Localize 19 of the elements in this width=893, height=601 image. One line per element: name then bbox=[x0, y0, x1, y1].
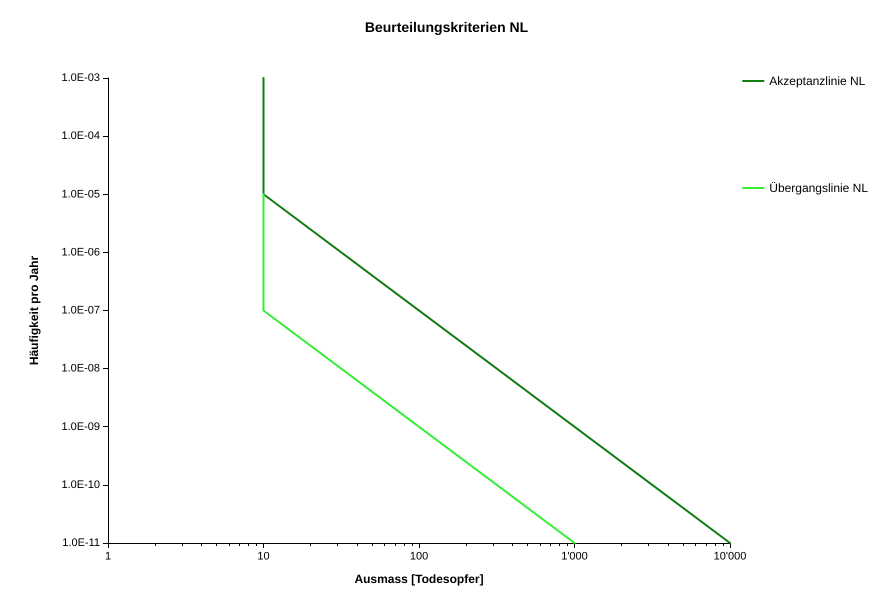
x-tick-label: 10'000 bbox=[714, 550, 746, 562]
x-tick-label: 10 bbox=[257, 550, 270, 562]
x-tick-label: 100 bbox=[410, 550, 428, 562]
y-tick-label: 1.0E-08 bbox=[61, 362, 100, 375]
y-tick-label: 1.0E-11 bbox=[62, 537, 100, 549]
legend-label: Übergangslinie NL bbox=[769, 181, 868, 195]
y-axis-title: Häufigkeit pro Jahr bbox=[27, 255, 41, 366]
x-tick-label: 1 bbox=[104, 550, 112, 562]
x-axis-title: Ausmass [Todesopfer] bbox=[354, 572, 484, 586]
y-tick-label: 1.0E-06 bbox=[61, 246, 100, 258]
y-tick-label: 1.0E-09 bbox=[61, 420, 100, 433]
legend-label: Akzeptanzlinie NL bbox=[769, 74, 866, 88]
chart-title: Beurteilungskriterien NL bbox=[364, 19, 529, 35]
y-tick-label: 1.0E-05 bbox=[61, 188, 100, 200]
y-tick-label: 1.0E-04 bbox=[61, 130, 100, 142]
x-tick-label: 1'000 bbox=[561, 550, 588, 562]
y-tick-label: 1.0E-07 bbox=[61, 304, 100, 316]
y-tick-label: 1.0E-03 bbox=[61, 72, 100, 84]
y-tick-label: 1.0E-10 bbox=[61, 478, 100, 491]
